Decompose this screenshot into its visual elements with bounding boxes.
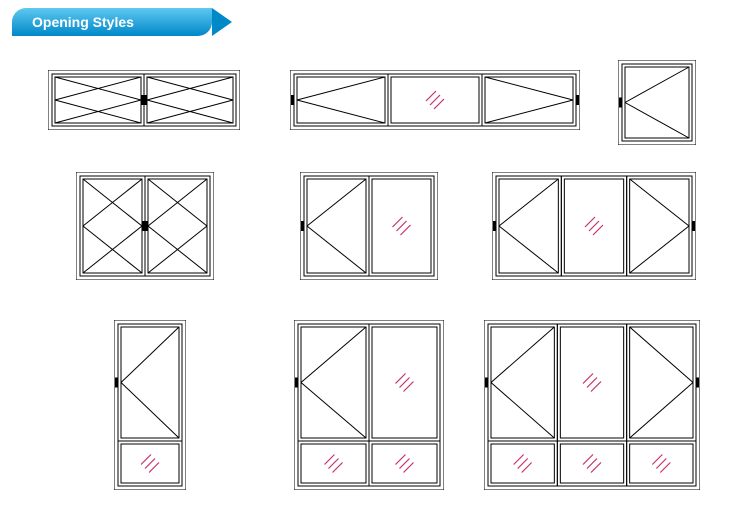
window-diagram — [492, 172, 696, 280]
window-diagram — [76, 172, 214, 280]
canvas: Opening Styles — [0, 0, 750, 513]
window-diagram — [294, 320, 444, 490]
section-header: Opening Styles — [12, 8, 212, 36]
section-title: Opening Styles — [32, 14, 134, 30]
window-diagram — [48, 70, 240, 130]
window-diagram — [290, 70, 580, 130]
window-diagram — [484, 320, 700, 490]
window-diagram — [618, 60, 696, 145]
window-diagram — [114, 320, 186, 490]
window-diagram — [300, 172, 438, 280]
